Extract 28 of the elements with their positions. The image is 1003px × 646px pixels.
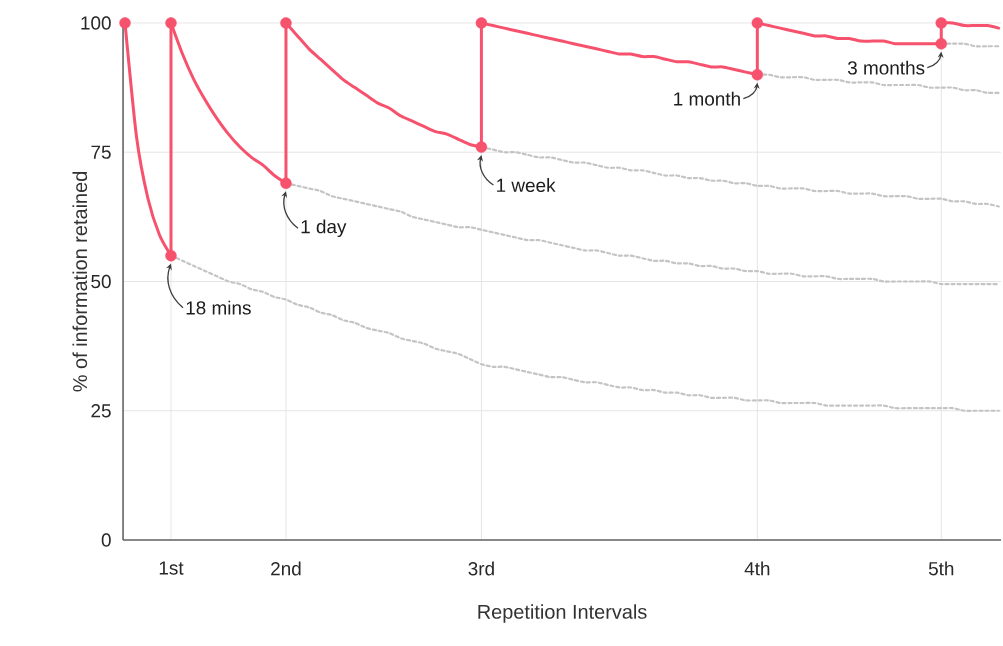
y-tick-label: 25 — [91, 404, 111, 418]
point — [280, 17, 292, 29]
x-tick-label: 3rd — [468, 561, 494, 576]
point — [119, 17, 131, 29]
y-tick-label: 75 — [91, 145, 111, 159]
point — [165, 17, 177, 29]
annotation: 1 week — [497, 178, 556, 193]
point — [935, 37, 947, 50]
point — [280, 177, 292, 189]
y-tick-label: 0 — [101, 533, 111, 547]
point — [165, 249, 177, 262]
point — [751, 68, 764, 81]
y-tick-label: 100 — [81, 16, 111, 30]
point — [751, 17, 764, 29]
point — [475, 17, 488, 29]
point — [475, 141, 488, 153]
point — [935, 17, 947, 29]
x-tick-label: 2nd — [271, 561, 301, 576]
annotation: 1 month — [674, 91, 740, 106]
x-tick-label: 1st — [159, 561, 184, 575]
x-axis-title: Repetition Intervals — [478, 604, 647, 623]
annotation: 1 day — [301, 219, 347, 238]
annotation: 18 mins — [186, 300, 251, 315]
x-tick-label: 4th — [744, 561, 770, 576]
y-axis-title: % of information retained — [72, 172, 88, 392]
y-tick-label: 50 — [91, 274, 111, 289]
x-tick-label: 5th — [928, 561, 954, 576]
annotation: 3 months — [847, 60, 925, 75]
